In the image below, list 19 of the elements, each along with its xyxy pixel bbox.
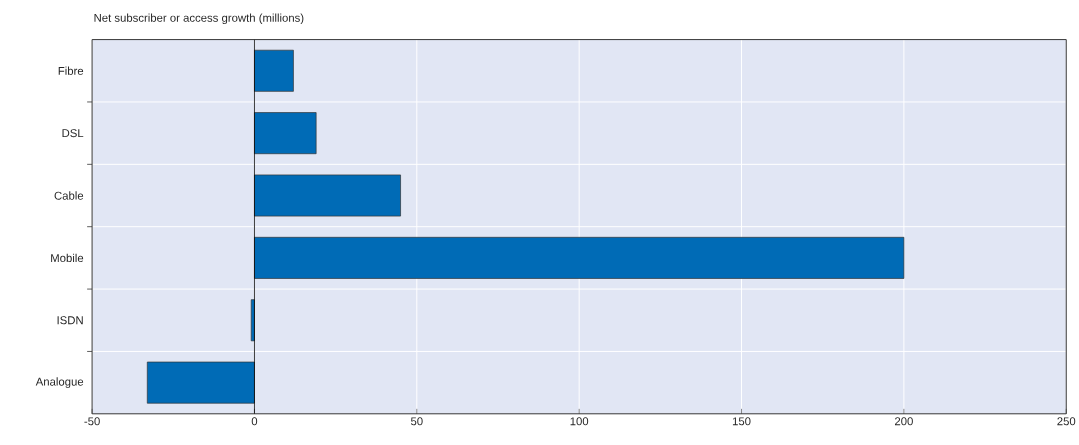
y-tick-label: ISDN: [57, 316, 83, 325]
chart-title: Net subscriber or access growth (millions): [94, 13, 304, 24]
x-tick-label: 50: [410, 417, 423, 426]
x-tick-label: 0: [251, 417, 258, 426]
x-tick-label: 200: [894, 417, 913, 426]
x-tick-label: -50: [84, 417, 100, 426]
bar: [254, 111, 317, 154]
y-tick-label: DSL: [62, 128, 84, 137]
y-tick-label: Cable: [54, 191, 84, 200]
bar: [254, 174, 401, 217]
y-tick-label: Analogue: [35, 377, 84, 388]
x-tick-label: 100: [570, 417, 589, 426]
x-tick-label: 250: [1057, 417, 1076, 426]
y-tick-label: Fibre: [58, 66, 84, 75]
bar: [254, 236, 905, 279]
bar: [254, 49, 294, 92]
bar: [146, 361, 255, 404]
y-tick-label: Mobile: [51, 253, 84, 262]
x-tick-label: 150: [732, 417, 751, 426]
